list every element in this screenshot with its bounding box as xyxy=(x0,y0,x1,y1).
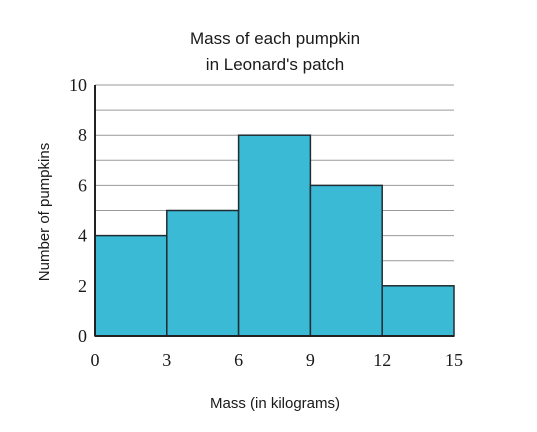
x-tick-label-6: 6 xyxy=(234,350,243,370)
bar-3-6 xyxy=(166,209,240,337)
y-tick-label-6: 6 xyxy=(78,175,87,195)
y-tick-label-2: 2 xyxy=(78,276,87,296)
bar-0-3 xyxy=(94,234,168,337)
x-axis-label: Mass (in kilograms) xyxy=(210,395,340,412)
axes xyxy=(94,85,454,337)
x-tick-label-12: 12 xyxy=(373,350,391,370)
x-tick-label-9: 9 xyxy=(306,350,315,370)
bar-12-15 xyxy=(381,285,455,337)
y-tick-label-10: 10 xyxy=(69,75,87,95)
x-tick-labels: 0 3 6 9 12 15 xyxy=(91,350,464,370)
y-tick-label-0: 0 xyxy=(78,326,87,346)
y-tick-labels: 0 2 4 6 8 10 xyxy=(69,75,87,346)
bar-6-9 xyxy=(237,134,312,337)
x-tick-label-15: 15 xyxy=(445,350,463,370)
x-tick-label-0: 0 xyxy=(91,350,100,370)
chart-title-line-2: in Leonard's patch xyxy=(206,55,344,74)
y-tick-label-8: 8 xyxy=(78,125,87,145)
bar-9-12 xyxy=(309,184,383,337)
y-axis-label: Number of pumpkins xyxy=(36,143,53,281)
y-tick-label-4: 4 xyxy=(78,226,87,246)
x-tick-label-3: 3 xyxy=(162,350,171,370)
chart-title-line-1: Mass of each pumpkin xyxy=(190,29,360,48)
